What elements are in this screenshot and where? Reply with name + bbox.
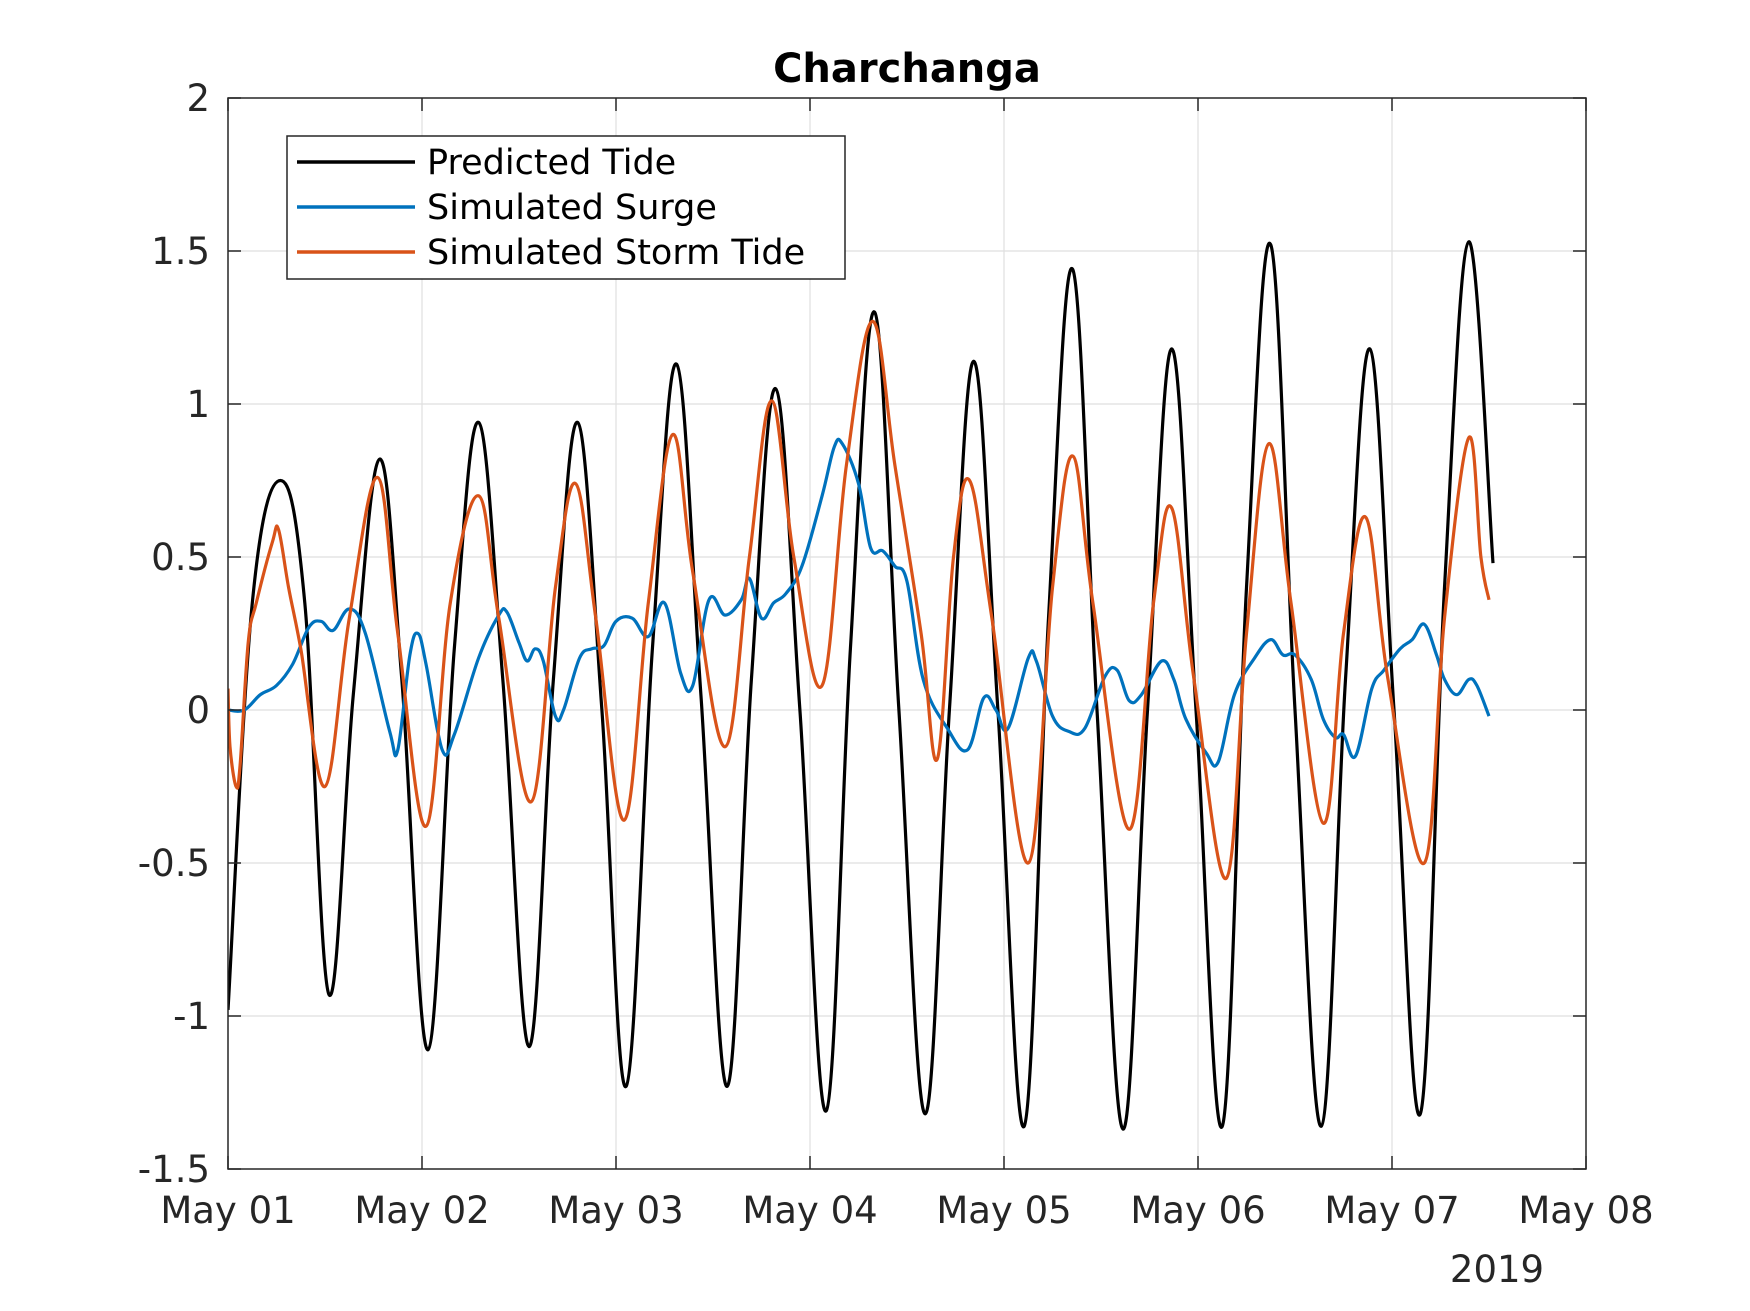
y-tick-label: 0 <box>186 689 210 732</box>
x-tick-labels: May 01 May 02 May 03 May 04 May 05 May 06 May … <box>160 1189 1653 1232</box>
series-line-predicted-tide <box>228 240 1495 1131</box>
y-tick-label: 0.5 <box>151 536 210 579</box>
y-tick-label: -1.5 <box>138 1148 210 1191</box>
series-line-simulated-storm-tide <box>228 319 1491 880</box>
y-tick-label: 1.5 <box>151 230 210 273</box>
x-tick-label: May 07 <box>1324 1189 1459 1232</box>
x-tick-label: May 05 <box>936 1189 1071 1232</box>
x-tick-label: May 08 <box>1518 1189 1653 1232</box>
chart-title: Charchanga <box>773 46 1041 92</box>
y-tick-label: -1 <box>173 995 210 1038</box>
x-tick-label: May 02 <box>354 1189 489 1232</box>
y-tick-label: 1 <box>186 383 210 426</box>
y-tick-label: 2 <box>186 77 210 120</box>
legend: Predicted Tide Simulated Surge Simulated S… <box>286 135 846 280</box>
y-tick-label: -0.5 <box>138 842 210 885</box>
x-secondary-label: 2019 <box>1450 1248 1544 1291</box>
series-line-simulated-surge <box>228 437 1491 768</box>
legend-label-predicted-tide: Predicted Tide <box>427 143 676 183</box>
axes-box <box>227 97 1587 1170</box>
x-tick-label: May 04 <box>742 1189 877 1232</box>
y-tick-labels: -1.5 -1 -0.5 0 0.5 1 1.5 2 <box>138 77 210 1191</box>
x-tick-label: May 06 <box>1130 1189 1265 1232</box>
ticks <box>227 97 1587 1170</box>
x-tick-label: May 03 <box>548 1189 683 1232</box>
series-layer <box>228 240 1495 1131</box>
x-tick-label: May 01 <box>160 1189 295 1232</box>
legend-label-simulated-surge: Simulated Surge <box>427 188 717 228</box>
legend-label-simulated-storm-tide: Simulated Storm Tide <box>427 233 805 273</box>
